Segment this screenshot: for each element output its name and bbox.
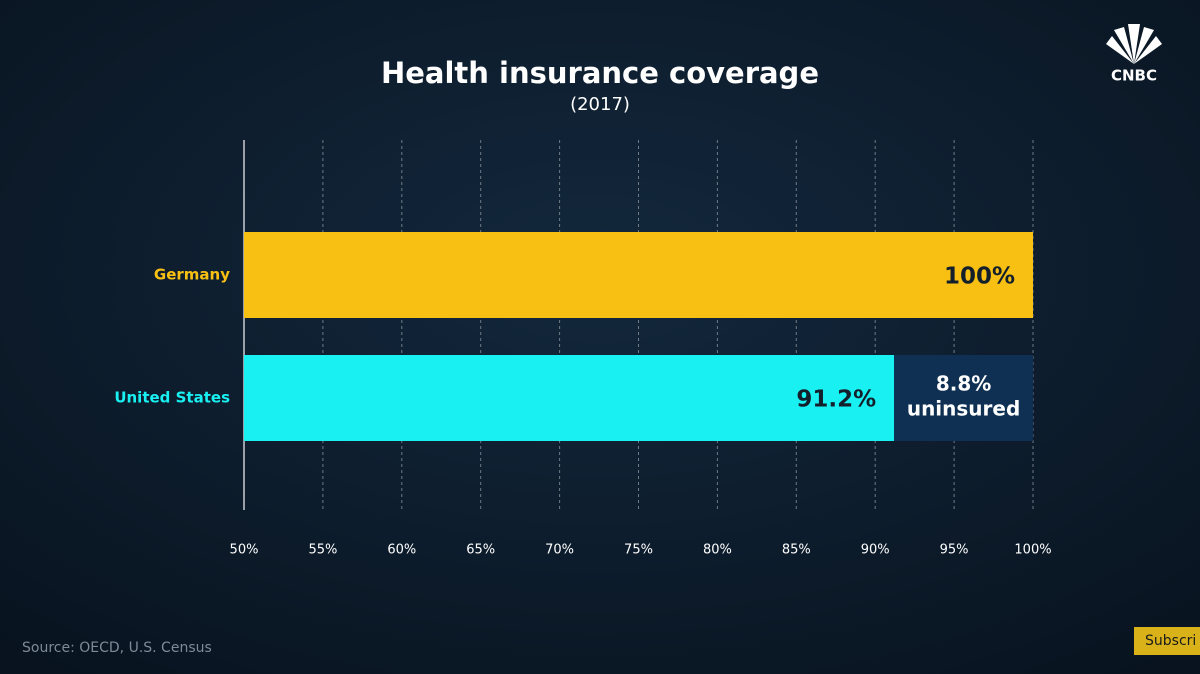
- x-tick-label: 90%: [861, 543, 890, 558]
- x-tick-label: 50%: [230, 543, 259, 558]
- value-label: 8.8%: [936, 372, 991, 396]
- segment-name: uninsured: [907, 397, 1020, 421]
- y-tick-label: United States: [114, 389, 230, 407]
- x-tick-label: 95%: [940, 543, 969, 558]
- source-note: Source: OECD, U.S. Census: [22, 640, 212, 656]
- x-tick-label: 100%: [1014, 543, 1051, 558]
- x-tick-label: 75%: [624, 543, 653, 558]
- chart-subtitle: (2017): [570, 94, 630, 115]
- x-tick-label: 55%: [308, 543, 337, 558]
- x-tick-label: 70%: [545, 543, 574, 558]
- logo-text: CNBC: [1111, 67, 1157, 85]
- value-label: 100%: [944, 264, 1015, 290]
- bar: [244, 355, 895, 441]
- x-tick-label: 60%: [387, 543, 416, 558]
- subscribe-label[interactable]: Subscri: [1145, 633, 1196, 649]
- bar: [244, 232, 1033, 318]
- bar: [894, 355, 1033, 441]
- logo-icon: [1106, 24, 1162, 64]
- y-tick-label: Germany: [154, 266, 230, 284]
- chart-title: Health insurance coverage: [381, 56, 819, 90]
- x-tick-label: 85%: [782, 543, 811, 558]
- x-tick-label: 80%: [703, 543, 732, 558]
- value-label: 91.2%: [796, 387, 876, 413]
- subscribe-button[interactable]: [1134, 627, 1200, 655]
- x-tick-label: 65%: [466, 543, 495, 558]
